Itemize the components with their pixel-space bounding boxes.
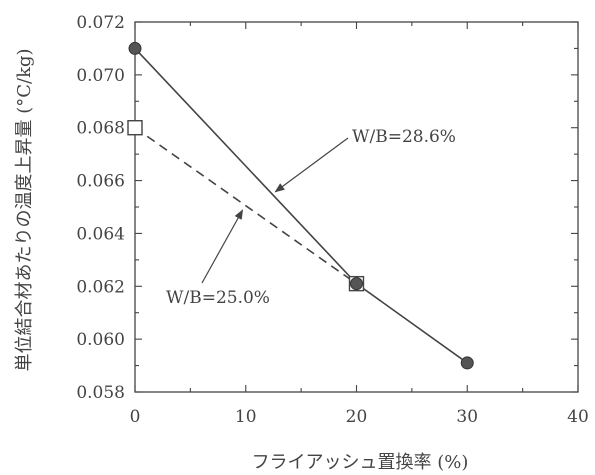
annotation-wb-28-6: W/B=28.6% — [352, 127, 456, 147]
data-point-square — [127, 120, 143, 136]
plot-frame — [134, 21, 579, 393]
data-point-circle — [350, 277, 363, 291]
annotation-arrow-wb-25-0 — [201, 209, 244, 284]
x-tick-label: 0 — [130, 407, 141, 427]
y-tick-label: 0.064 — [76, 224, 125, 244]
x-tick-label: 20 — [346, 407, 368, 427]
data-point-circle — [460, 356, 474, 370]
x-tick-label: 30 — [456, 407, 478, 427]
y-tick-label: 0.072 — [76, 13, 125, 33]
y-tick-label: 0.058 — [76, 383, 125, 403]
x-tick-label: 40 — [567, 407, 589, 427]
x-tick-label: 10 — [235, 407, 257, 427]
y-axis-title: 単位結合材あたりの温度上昇量 (°C/kg) — [14, 48, 35, 371]
y-tick-label: 0.068 — [76, 119, 125, 139]
y-tick-label: 0.070 — [76, 66, 125, 86]
annotation-arrow-wb-28-6 — [274, 137, 349, 193]
y-tick-label: 0.066 — [76, 172, 125, 192]
annotation-wb-25-0: W/B=25.0% — [166, 288, 270, 308]
series-line-1 — [134, 47, 468, 364]
y-tick-label: 0.060 — [76, 330, 125, 350]
data-point-circle — [128, 41, 142, 55]
series-line-2 — [134, 127, 357, 285]
y-tick-label: 0.062 — [76, 277, 125, 297]
x-axis-title: フライアッシュ置換率 (%) — [252, 452, 469, 473]
